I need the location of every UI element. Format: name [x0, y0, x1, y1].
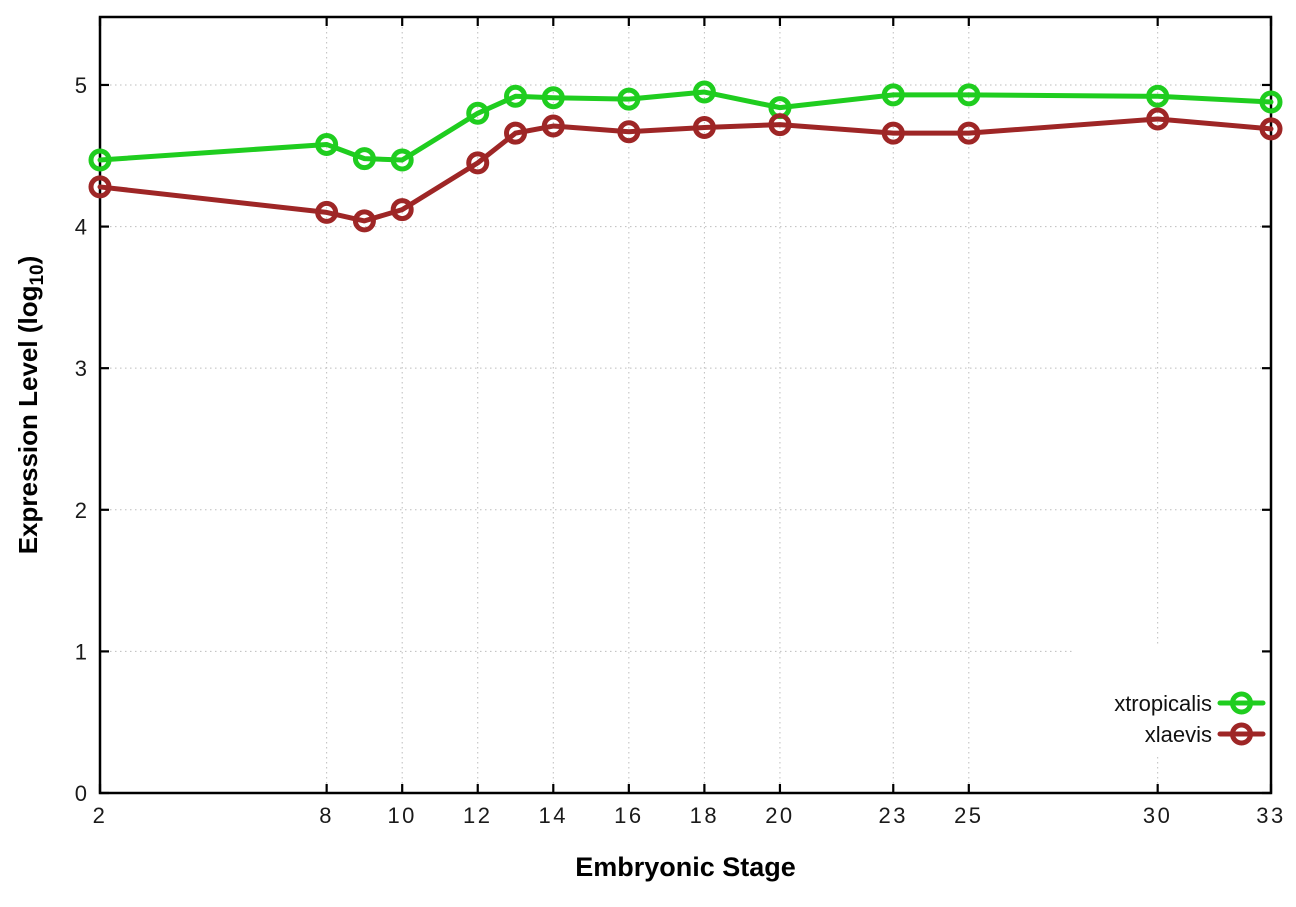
data-point-xtropicalis-stage-2 [88, 148, 112, 172]
x-axis-title: Embryonic Stage [575, 852, 796, 882]
y-tick-label-3: 3 [75, 356, 87, 381]
legend-label-xtropicalis: xtropicalis [1114, 691, 1212, 716]
x-tick-label-30: 30 [1143, 803, 1172, 828]
y-axis-title: Expression Level (log10) [13, 256, 49, 555]
y-tick-label-5: 5 [75, 73, 87, 98]
data-point-xtropicalis-stage-18 [692, 80, 716, 104]
data-point-xlaevis-stage-25 [957, 121, 981, 145]
y-axis-title-suffix: ) [13, 255, 43, 265]
legend-sample-marker-xlaevis [1230, 722, 1253, 746]
data-point-xtropicalis-stage-8 [315, 132, 339, 156]
data-point-xlaevis-stage-30 [1146, 107, 1170, 131]
y-axis-title-text: Expression Level (log [13, 285, 43, 555]
data-point-xtropicalis-stage-13 [504, 84, 528, 108]
x-tick-label-20: 20 [765, 803, 794, 828]
legend-label-xlaevis: xlaevis [1145, 722, 1212, 747]
data-point-xtropicalis-stage-30 [1146, 84, 1170, 108]
data-point-xtropicalis-stage-25 [957, 83, 981, 107]
data-point-xtropicalis-stage-23 [881, 83, 905, 107]
data-point-xlaevis-stage-10 [390, 198, 414, 222]
data-point-xtropicalis-stage-33 [1259, 90, 1283, 114]
data-point-xlaevis-stage-2 [88, 175, 112, 199]
y-tick-label-4: 4 [75, 215, 87, 240]
x-tick-label-25: 25 [954, 803, 983, 828]
x-tick-label-2: 2 [93, 803, 108, 828]
data-point-xlaevis-stage-12 [466, 151, 490, 175]
y-tick-label-0: 0 [75, 781, 87, 806]
y-tick-label-2: 2 [75, 498, 87, 523]
plot-border [98, 15, 1273, 795]
data-point-xtropicalis-stage-14 [541, 86, 565, 110]
x-tick-label-8: 8 [319, 803, 334, 828]
data-point-xlaevis-stage-18 [692, 115, 716, 139]
x-tick-label-12: 12 [463, 803, 492, 828]
series-line-xtropicalis [97, 89, 1274, 163]
x-tick-label-10: 10 [387, 803, 416, 828]
data-point-xlaevis-stage-8 [315, 200, 339, 224]
data-point-xtropicalis-stage-10 [390, 148, 414, 172]
data-point-xlaevis-stage-33 [1259, 117, 1283, 141]
data-point-xlaevis-stage-13 [504, 121, 528, 145]
x-tick-label-16: 16 [614, 803, 643, 828]
x-tick-label-23: 23 [879, 803, 908, 828]
x-tick-label-14: 14 [539, 803, 568, 828]
legend-sample-marker-xtropicalis [1230, 691, 1253, 715]
data-point-xlaevis-stage-14 [541, 114, 565, 138]
x-tick-label-33: 33 [1256, 803, 1285, 828]
data-point-xlaevis-stage-20 [768, 113, 792, 137]
data-point-xtropicalis-stage-12 [466, 101, 490, 125]
data-point-xlaevis-stage-16 [617, 120, 641, 144]
data-point-xtropicalis-stage-9 [352, 147, 376, 171]
x-tick-label-18: 18 [690, 803, 719, 828]
data-point-xtropicalis-stage-16 [617, 87, 641, 111]
y-tick-label-1: 1 [75, 639, 87, 664]
data-point-xlaevis-stage-23 [881, 121, 905, 145]
y-axis-title-subscript: 10 [27, 264, 48, 286]
data-point-xlaevis-stage-9 [352, 209, 376, 233]
